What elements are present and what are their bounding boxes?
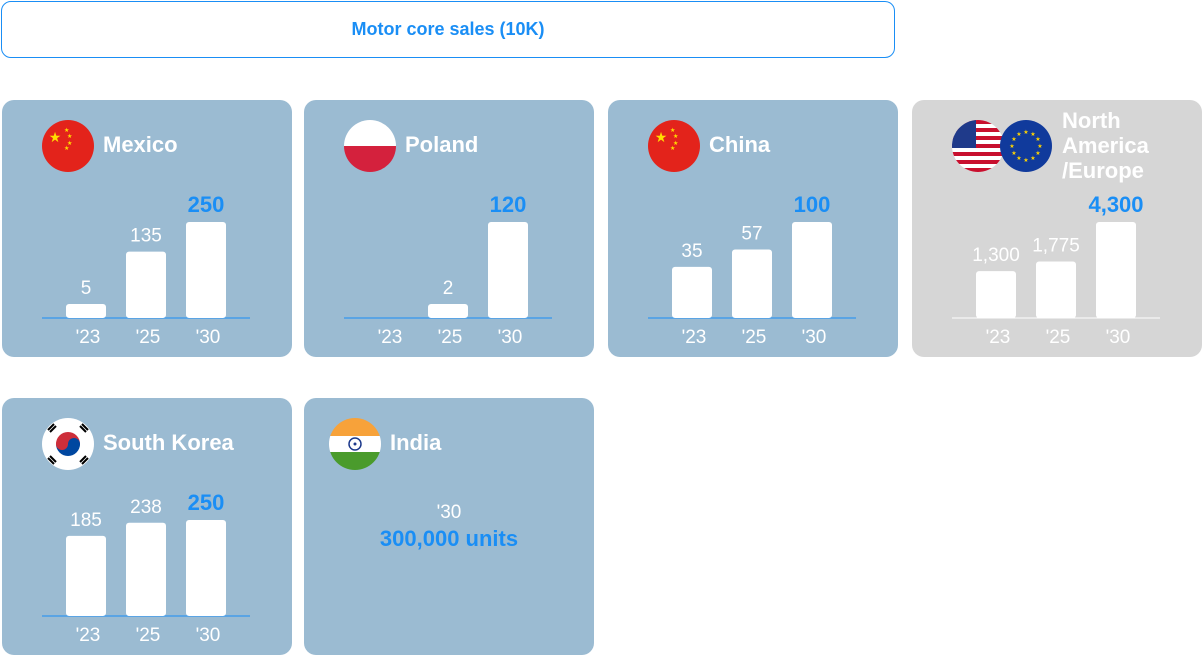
eu-flag-icon: ★ ★ ★ ★ ★ ★ ★ ★ ★ ★ ★ ★ [1000,120,1052,172]
bar-23 [66,304,106,318]
card-title: China [709,132,771,157]
bar-23 [976,271,1016,318]
bar-chart-south-korea: 185 '23 238 '25 250 '30 [42,490,250,646]
card-north-america-europe: ★ ★ ★ ★ ★ ★ ★ ★ ★ ★ ★ ★ North America /Europe 1,… [912,100,1202,357]
svg-text:★: ★ [67,133,72,140]
china-flag-icon: ★ ★ ★ ★ ★ [648,120,700,172]
value-label: 120 [490,192,527,217]
svg-text:★: ★ [1035,136,1040,143]
bar-30 [186,520,226,616]
tick-label: '25 [438,327,463,348]
tick-label: '25 [136,327,161,348]
svg-text:★: ★ [1035,150,1040,157]
bar-25 [126,522,166,616]
card-title: Poland [405,132,479,157]
bar-chart-north-america-europe: 1,300 '23 1,775 '25 4,300 '30 [952,192,1160,348]
svg-text:★: ★ [64,127,69,134]
value-label: 1,300 [972,245,1020,266]
tick-label: '23 [378,327,403,348]
svg-text:★: ★ [673,133,678,140]
tick-label: '25 [136,625,161,646]
chart-title: Motor core sales (10K) [1,1,895,58]
svg-text:★: ★ [1016,131,1021,138]
svg-text:★: ★ [64,145,69,152]
tick-label: '23 [682,327,707,348]
svg-text:★: ★ [655,129,668,145]
bar-30 [488,222,528,318]
tick-label: '25 [742,327,767,348]
card-title: Mexico [103,132,178,157]
india-units-value: 300,000 units [379,526,519,551]
value-label: 100 [794,192,831,217]
svg-text:★: ★ [1037,143,1042,150]
svg-text:★: ★ [1023,129,1028,136]
svg-text:★: ★ [673,140,678,147]
bar-25 [1036,261,1076,318]
bar-30 [1096,222,1136,318]
bar-chart-poland: '23 2 '25 120 '30 [344,192,552,348]
bar-23 [672,266,712,318]
tick-label: '30 [196,327,221,348]
svg-text:★: ★ [670,127,675,134]
china-flag-icon: ★ ★ ★ ★ ★ [42,120,94,172]
bar-chart-mexico: 5 '23 135 '25 250 '30 [42,192,250,348]
card-china: ★ ★ ★ ★ ★ China 35 '23 57 '25 100 '30 [608,100,898,357]
india-year-label: '30 [436,502,462,523]
svg-text:★: ★ [1030,131,1035,138]
svg-text:★: ★ [1016,155,1021,162]
svg-text:★: ★ [49,129,62,145]
card-title: South Korea [103,430,234,455]
value-label: 4,300 [1088,192,1143,217]
value-label: 2 [443,278,454,299]
bar-25 [126,251,166,318]
svg-text:★: ★ [1011,136,1016,143]
usa-flag-icon [952,120,1004,172]
value-label: 250 [188,490,225,515]
card-poland: Poland '23 2 '25 120 '30 [304,100,594,357]
bar-23 [66,535,106,616]
value-label: 250 [188,192,225,217]
svg-text:★: ★ [1009,143,1014,150]
svg-text:★: ★ [1030,155,1035,162]
tick-label: '25 [1046,327,1071,348]
tick-label: '30 [498,327,523,348]
svg-text:★: ★ [1011,150,1016,157]
bar-30 [186,222,226,318]
bar-25 [732,249,772,318]
bar-30 [792,222,832,318]
svg-text:★: ★ [670,145,675,152]
value-label: 57 [741,223,762,244]
value-label: 5 [81,278,92,299]
south-korea-flag-icon [42,418,94,470]
bar-25 [428,304,468,318]
tick-label: '23 [76,327,101,348]
value-label: 135 [130,226,162,247]
card-title: North America /Europe [1062,108,1149,183]
card-india: India '30 300,000 units [304,398,594,655]
tick-label: '30 [802,327,827,348]
value-label: 35 [681,241,702,262]
tick-label: '23 [76,625,101,646]
bar-chart-china: 35 '23 57 '25 100 '30 [648,192,856,348]
india-flag-icon [329,418,381,470]
value-label: 185 [70,510,102,531]
tick-label: '30 [196,625,221,646]
card-south-korea: South Korea 185 '23 238 '25 250 '30 [2,398,292,655]
value-label: 1,775 [1032,236,1080,257]
tick-label: '23 [986,327,1011,348]
tick-label: '30 [1106,327,1131,348]
card-mexico: ★ ★ ★ ★ ★ Mexico 5 '23 135 '25 250 '30 [2,100,292,357]
svg-text:★: ★ [67,140,72,147]
svg-text:★: ★ [1023,157,1028,164]
value-label: 238 [130,497,162,518]
card-title: India [390,430,442,455]
